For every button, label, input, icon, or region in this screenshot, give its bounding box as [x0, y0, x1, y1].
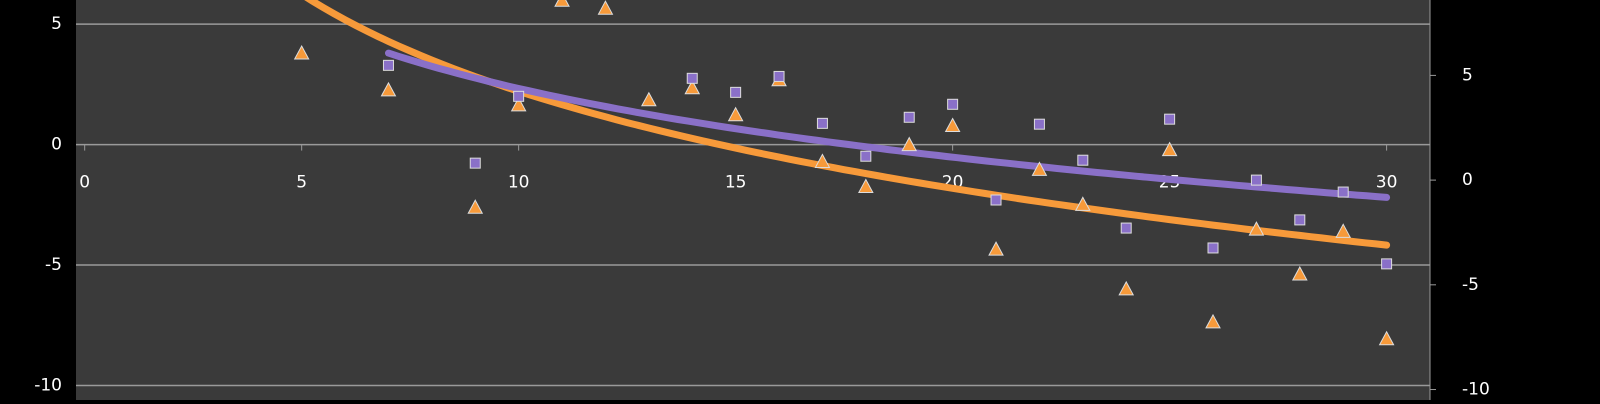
point — [901, 136, 918, 152]
point — [988, 241, 1004, 256]
trendline — [385, 49, 1391, 201]
y2-tick-label: -5 — [1462, 275, 1479, 295]
point — [1031, 161, 1048, 176]
point — [944, 117, 961, 133]
point — [857, 178, 874, 194]
point — [1294, 214, 1306, 226]
point — [510, 96, 527, 112]
point — [860, 150, 872, 162]
y-tick-label: -5 — [45, 255, 62, 275]
point — [1378, 330, 1395, 346]
point — [467, 199, 484, 214]
point — [597, 0, 614, 15]
point — [1205, 313, 1221, 329]
point — [686, 72, 698, 84]
point — [1335, 223, 1352, 238]
point — [1161, 141, 1178, 157]
point — [684, 79, 701, 95]
point — [641, 91, 657, 107]
y2-tick-label: 0 — [1462, 170, 1473, 190]
point — [1248, 221, 1265, 236]
point — [1074, 196, 1091, 211]
point — [1207, 242, 1219, 254]
point — [947, 98, 959, 110]
y-tick-label: -10 — [34, 376, 62, 396]
point — [1250, 174, 1262, 186]
point — [814, 153, 831, 168]
point — [1033, 118, 1045, 130]
point — [773, 70, 785, 82]
point — [990, 194, 1002, 206]
point — [1337, 186, 1349, 198]
point — [816, 117, 828, 129]
point — [382, 59, 394, 71]
point — [293, 44, 310, 60]
point — [554, 0, 570, 7]
point — [380, 81, 397, 97]
point — [903, 111, 915, 123]
point — [513, 90, 525, 102]
y-tick-label: 0 — [51, 135, 62, 155]
point — [1291, 265, 1308, 281]
y-tick-label: 5 — [51, 14, 62, 34]
point — [727, 106, 744, 122]
plot-area — [76, 0, 1430, 400]
point — [1118, 280, 1135, 296]
x-tick-label: 5 — [296, 173, 307, 193]
y2-tick-label: 5 — [1462, 65, 1473, 85]
point — [1381, 258, 1393, 270]
point — [1164, 113, 1176, 125]
point — [1120, 222, 1132, 234]
point — [730, 86, 742, 98]
x-tick-label: 30 — [1376, 173, 1398, 193]
point — [469, 157, 481, 169]
x-tick-label: 10 — [508, 173, 530, 193]
x-tick-label: 0 — [79, 173, 90, 193]
point — [1077, 154, 1089, 166]
y2-tick-label: -10 — [1462, 380, 1490, 400]
x-tick-label: 15 — [725, 173, 747, 193]
